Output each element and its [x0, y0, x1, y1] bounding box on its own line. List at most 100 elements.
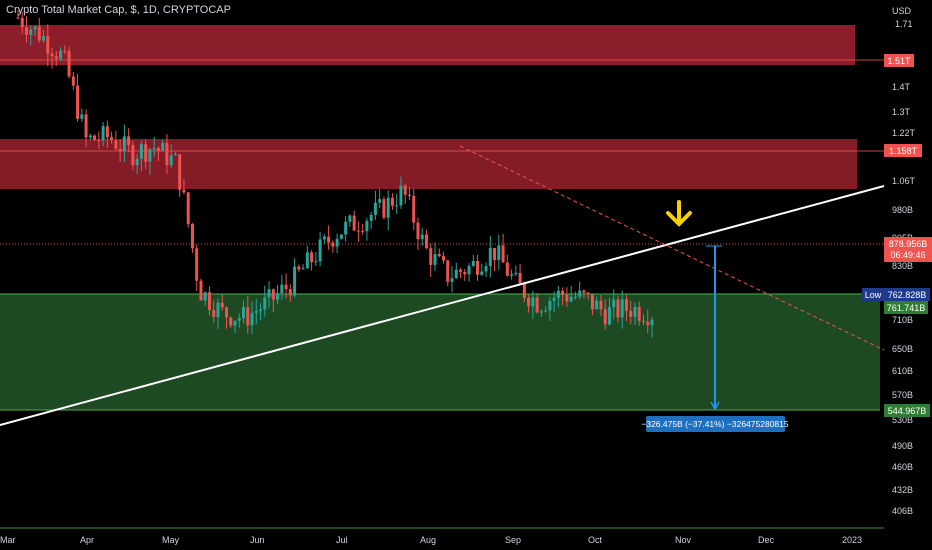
candle-body: [33, 26, 37, 30]
candle-body: [573, 296, 577, 298]
candle-body: [37, 26, 41, 41]
candle-body: [110, 137, 114, 141]
candle-body: [454, 269, 458, 279]
candle-body: [493, 247, 497, 261]
candle-body: [242, 307, 246, 319]
candle-body: [50, 53, 54, 57]
candle-body: [459, 269, 463, 272]
price-tick: 406B: [892, 506, 913, 516]
candle-body: [246, 307, 250, 326]
resistance-high-tag: [884, 54, 914, 67]
candle-body: [522, 283, 526, 298]
candle-body: [535, 297, 539, 313]
candle-body: [612, 299, 616, 308]
candle-body: [156, 147, 160, 151]
candle-body: [480, 271, 484, 275]
price-tick: 1.06T: [892, 176, 916, 186]
candle-body: [144, 144, 148, 162]
price-axis[interactable]: USD 1.71 1.4T 1.3T 1.22T 1.06T 980B 905B…: [862, 6, 932, 516]
candle-body: [224, 307, 228, 318]
price-tick: 610B: [892, 366, 913, 376]
candle-body: [433, 254, 437, 265]
price-tick: 1.71: [895, 19, 913, 29]
time-tick: Nov: [675, 535, 692, 545]
candle-body: [484, 266, 488, 272]
time-tick: Dec: [758, 535, 775, 545]
support-top-text: 761.741B: [887, 303, 926, 313]
candle-body: [42, 36, 46, 41]
candle-body: [437, 254, 441, 257]
candle-body: [344, 221, 348, 235]
candle-body: [327, 236, 331, 243]
time-tick: Sep: [505, 535, 521, 545]
support-zone: [0, 294, 880, 410]
last-price-tag: [884, 237, 932, 262]
candle-body: [395, 205, 399, 207]
candle-body: [20, 17, 24, 28]
candle-body: [569, 296, 573, 302]
candle-body: [501, 245, 505, 263]
candle-body: [497, 245, 501, 261]
time-tick: Aug: [420, 535, 436, 545]
candle-body: [488, 247, 492, 267]
time-tick: Mar: [0, 535, 16, 545]
candle-body: [527, 297, 531, 307]
low-value-text: 762.828B: [888, 290, 927, 300]
time-tick: 2023: [842, 535, 862, 545]
candle-body: [250, 312, 254, 326]
time-tick: Jun: [250, 535, 265, 545]
price-tick: 830B: [892, 261, 913, 271]
candle-body: [629, 310, 633, 317]
candle-body: [348, 215, 352, 222]
candle-body: [297, 266, 301, 270]
candle-body: [582, 290, 586, 293]
candle-body: [352, 215, 356, 231]
candle-body: [212, 309, 216, 318]
candle-body: [122, 136, 126, 152]
time-tick: May: [162, 535, 180, 545]
candle-body: [207, 292, 211, 310]
candle-body: [80, 114, 84, 119]
candle-body: [220, 302, 224, 308]
support-bottom-tag: [884, 404, 930, 417]
price-tick: 710B: [892, 315, 913, 325]
low-label-text: Low: [865, 290, 882, 300]
candle-body: [641, 320, 645, 322]
candle-body: [637, 306, 641, 321]
candle-body: [552, 297, 556, 301]
candle-body: [467, 265, 471, 275]
candle-body: [173, 154, 177, 156]
candle-body: [293, 266, 297, 296]
candle-body: [595, 300, 599, 310]
time-axis[interactable]: Mar Apr May Jun Jul Aug Sep Oct Nov Dec …: [0, 535, 862, 545]
candle-body: [510, 274, 514, 276]
candle-body: [233, 320, 237, 326]
candle-body: [178, 154, 182, 190]
candle-body: [399, 185, 403, 206]
candle-body: [280, 284, 284, 294]
candle-body: [603, 309, 607, 325]
descending-dashed-trendline[interactable]: [459, 145, 885, 351]
candle-body: [335, 238, 339, 247]
resistance-mid-tag: [884, 144, 922, 157]
candle-body: [556, 290, 560, 298]
candle-body: [590, 294, 594, 310]
countdown-text: 06:49:46: [890, 250, 925, 260]
candle-body: [118, 148, 122, 152]
candle-body: [650, 319, 654, 326]
candle-body: [101, 126, 105, 141]
candle-body: [420, 234, 424, 240]
measure-tool[interactable]: −326.475B (−37.41%) −326475280815: [641, 245, 789, 432]
support-bottom-text: 544.967B: [888, 406, 927, 416]
candle-body: [305, 252, 309, 269]
candle-body: [361, 230, 365, 232]
candle-body: [259, 309, 263, 312]
candle-body: [310, 252, 314, 263]
candle-body: [322, 236, 326, 240]
candle-body: [54, 56, 58, 59]
candle-body: [199, 280, 203, 301]
price-tick: 1.4T: [892, 82, 911, 92]
ascending-trendline[interactable]: [0, 185, 885, 426]
resistance-mid-tag-text: 1.158T: [889, 146, 918, 156]
